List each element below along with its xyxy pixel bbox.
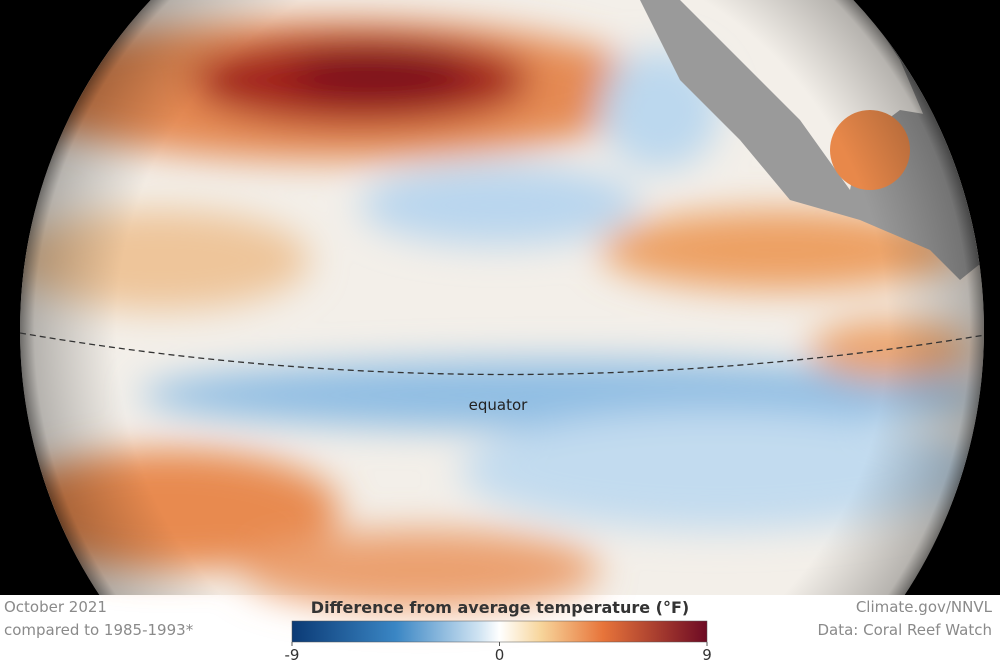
- date: October 2021: [4, 598, 107, 616]
- globe: [20, 0, 984, 610]
- equator-label: equator: [469, 396, 529, 414]
- colorbar-tick-label: 9: [702, 646, 712, 664]
- colorbar-tick-label: 0: [495, 646, 505, 664]
- baseline: compared to 1985-1993*: [4, 621, 194, 639]
- colorbar-title: Difference from average temperature (°F): [311, 598, 689, 617]
- colorbar-ticks: -9 0 9: [285, 642, 712, 664]
- equator-line: [19, 332, 986, 376]
- colorbar-tick-label: -9: [285, 646, 300, 664]
- credit: Climate.gov/NNVL: [856, 598, 993, 616]
- source: Data: Coral Reef Watch: [817, 621, 992, 639]
- colorbar: [291, 620, 708, 643]
